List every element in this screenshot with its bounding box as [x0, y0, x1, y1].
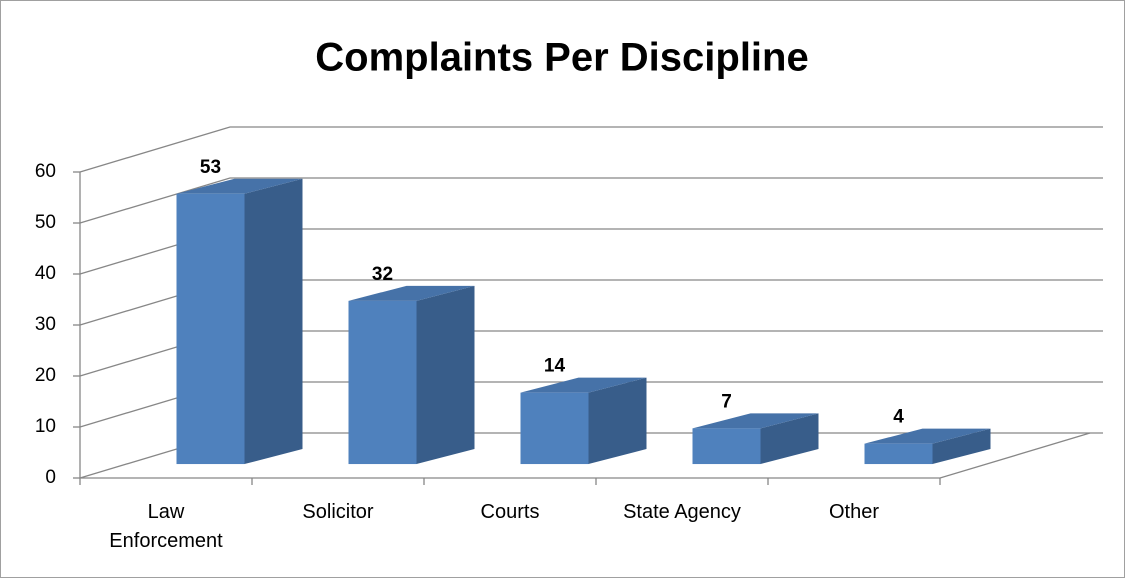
grid-line — [79, 126, 1103, 173]
bar — [520, 392, 589, 465]
y-tick-label: 60 — [35, 161, 56, 182]
data-label: 7 — [721, 391, 732, 412]
data-label: 14 — [544, 356, 566, 377]
x-tick-label: State Agency — [623, 501, 741, 523]
y-tick-label: 30 — [35, 314, 56, 335]
bar-top — [176, 178, 303, 194]
y-tick-label: 20 — [35, 365, 56, 386]
bar-side — [588, 377, 647, 465]
x-tick-label: Other — [828, 501, 880, 523]
bar-side — [416, 285, 475, 465]
bar-top — [520, 377, 647, 393]
y-tick-label: 0 — [45, 467, 56, 488]
data-label: 4 — [893, 407, 904, 428]
bar-side — [244, 178, 303, 465]
chart-title: Complaints Per Discipline — [315, 36, 808, 80]
y-tick-label: 50 — [35, 212, 56, 233]
bar-top — [864, 428, 991, 444]
x-tick-label: Courts — [480, 501, 540, 523]
data-label: 53 — [200, 157, 221, 178]
x-tick-label: Law Enforcement — [109, 501, 223, 552]
y-tick-label: 40 — [35, 263, 56, 284]
bar — [176, 193, 245, 465]
x-tick-label: Solicitor — [302, 501, 374, 523]
grid-line — [79, 177, 1103, 224]
y-tick-label: 10 — [35, 416, 56, 437]
bar-side — [932, 428, 991, 465]
bar — [348, 300, 417, 465]
bar-side — [760, 413, 819, 465]
bar — [864, 443, 933, 465]
bar-top — [348, 285, 475, 301]
data-label: 32 — [372, 264, 393, 285]
bar-top — [692, 413, 819, 429]
bar — [692, 428, 761, 465]
